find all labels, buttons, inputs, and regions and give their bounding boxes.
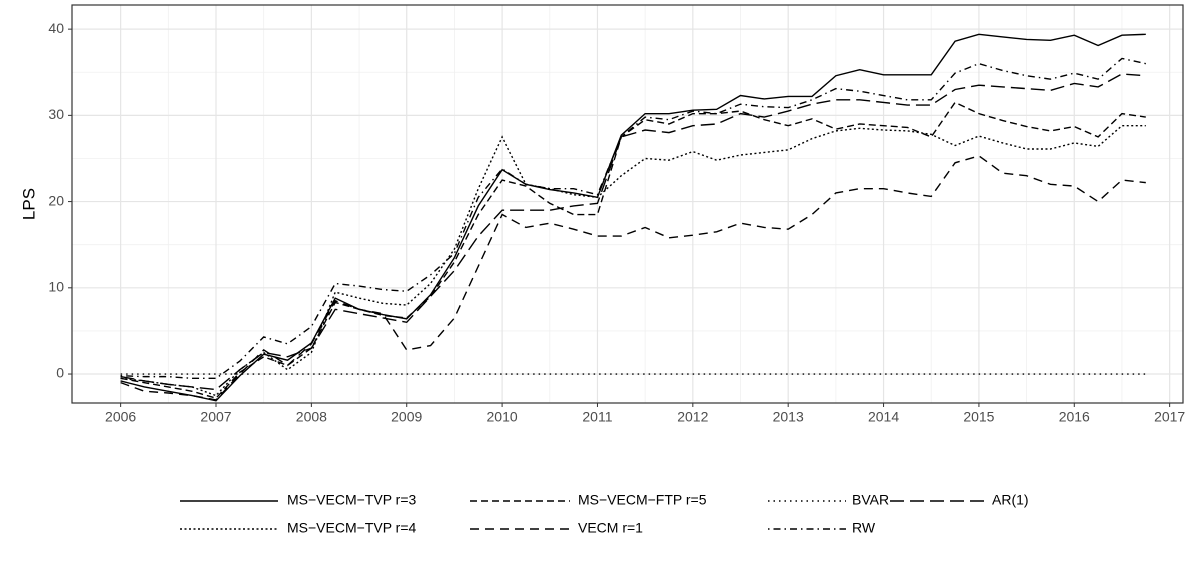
- x-tick-label: 2017: [1154, 409, 1185, 425]
- y-tick-label: 40: [48, 20, 64, 36]
- x-tick-label: 2006: [105, 409, 136, 425]
- x-tick-label: 2015: [963, 409, 994, 425]
- legend-label: AR(1): [992, 492, 1029, 508]
- x-tick-label: 2008: [296, 409, 327, 425]
- legend-label: BVAR: [852, 492, 889, 508]
- x-tick-label: 2010: [487, 409, 518, 425]
- legend-label: MS−VECM−TVP r=3: [287, 492, 417, 508]
- x-tick-label: 2013: [773, 409, 804, 425]
- legend-label: VECM r=1: [578, 520, 643, 536]
- series-line: [120, 33, 1146, 402]
- y-tick-label: 10: [48, 279, 64, 295]
- x-tick-label: 2007: [200, 409, 231, 425]
- legend-label: MS−VECM−TVP r=4: [287, 520, 417, 536]
- y-tick-label: 30: [48, 106, 64, 122]
- y-tick-label: 20: [48, 192, 64, 208]
- series-line: [120, 73, 1146, 391]
- x-tick-label: 2012: [677, 409, 708, 425]
- x-tick-label: 2009: [391, 409, 422, 425]
- y-tick-label: 0: [56, 365, 64, 381]
- panel-border: [71, 4, 1184, 404]
- y-axis-label: LPS: [19, 188, 38, 220]
- x-tick-label: 2014: [868, 409, 899, 425]
- legend-label: MS−VECM−FTP r=5: [578, 492, 707, 508]
- series-line: [120, 155, 1146, 401]
- legend-label: RW: [852, 520, 876, 536]
- x-tick-label: 2011: [582, 409, 612, 425]
- series-line: [120, 57, 1146, 380]
- x-tick-label: 2016: [1059, 409, 1090, 425]
